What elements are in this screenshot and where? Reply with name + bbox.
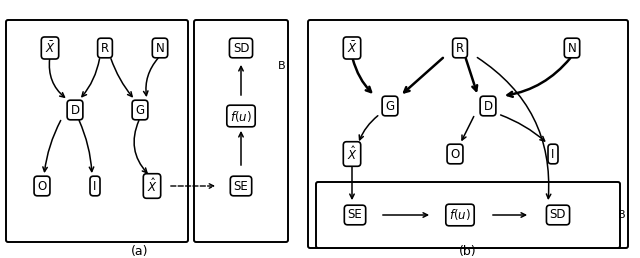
FancyArrowPatch shape xyxy=(239,133,243,165)
Text: B: B xyxy=(618,210,626,220)
FancyArrowPatch shape xyxy=(43,120,61,172)
FancyArrowPatch shape xyxy=(239,67,243,95)
Text: $\bar{X}$: $\bar{X}$ xyxy=(45,40,56,56)
FancyArrowPatch shape xyxy=(171,184,214,188)
FancyArrowPatch shape xyxy=(79,120,93,172)
Text: $\hat{X}$: $\hat{X}$ xyxy=(147,177,157,195)
Text: I: I xyxy=(551,148,555,160)
Text: SE: SE xyxy=(234,180,248,192)
Text: I: I xyxy=(93,180,97,192)
FancyArrowPatch shape xyxy=(500,115,545,141)
Text: (a): (a) xyxy=(131,246,148,258)
Text: SD: SD xyxy=(550,208,566,222)
FancyBboxPatch shape xyxy=(194,20,288,242)
FancyArrowPatch shape xyxy=(477,58,551,198)
FancyArrowPatch shape xyxy=(82,59,100,96)
Text: B: B xyxy=(278,61,286,71)
Text: G: G xyxy=(385,100,395,112)
Text: O: O xyxy=(37,180,47,192)
Text: R: R xyxy=(101,42,109,54)
FancyBboxPatch shape xyxy=(316,182,620,248)
Text: D: D xyxy=(70,103,79,117)
FancyArrowPatch shape xyxy=(134,120,147,173)
FancyArrowPatch shape xyxy=(353,59,371,92)
Text: $\hat{X}$: $\hat{X}$ xyxy=(347,145,357,163)
FancyArrowPatch shape xyxy=(383,213,428,217)
FancyArrowPatch shape xyxy=(143,58,158,95)
Text: G: G xyxy=(136,103,145,117)
FancyArrowPatch shape xyxy=(508,58,570,97)
FancyArrowPatch shape xyxy=(466,59,477,91)
FancyArrowPatch shape xyxy=(359,116,378,140)
Text: SE: SE xyxy=(348,208,362,222)
Text: N: N xyxy=(156,42,164,54)
FancyArrowPatch shape xyxy=(350,165,354,198)
Text: $f(u)$: $f(u)$ xyxy=(230,109,252,124)
FancyArrowPatch shape xyxy=(111,59,132,96)
FancyBboxPatch shape xyxy=(308,20,628,248)
Text: SD: SD xyxy=(233,42,249,54)
Text: D: D xyxy=(483,100,493,112)
Text: (b): (b) xyxy=(459,246,477,258)
FancyArrowPatch shape xyxy=(493,213,525,217)
FancyArrowPatch shape xyxy=(404,58,443,92)
Text: R: R xyxy=(456,42,464,54)
Text: O: O xyxy=(451,148,460,160)
FancyArrowPatch shape xyxy=(462,116,474,140)
Text: $\bar{X}$: $\bar{X}$ xyxy=(347,40,357,56)
FancyArrowPatch shape xyxy=(49,59,65,97)
FancyBboxPatch shape xyxy=(6,20,188,242)
Text: N: N xyxy=(568,42,577,54)
Text: $f(u)$: $f(u)$ xyxy=(449,207,471,222)
